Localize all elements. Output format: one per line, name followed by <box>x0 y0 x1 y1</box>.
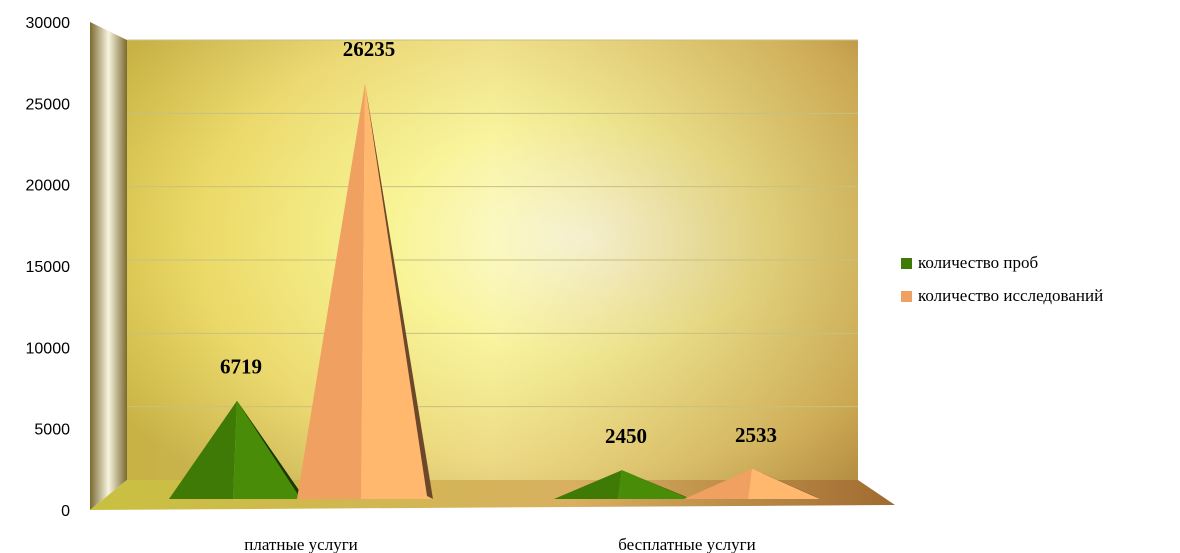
pyramid-left-face <box>169 400 237 499</box>
legend-swatch <box>901 291 912 302</box>
x-tick-label: бесплатные услуги <box>618 535 755 553</box>
pyramid-left-face <box>554 470 622 499</box>
pyramid-shadow-face <box>365 83 433 499</box>
y-tick-label: 10000 <box>26 340 71 357</box>
legend-swatch <box>901 258 912 269</box>
pyramid-right-face <box>618 470 690 499</box>
value-label: 2533 <box>735 423 777 447</box>
y-tick-label: 0 <box>61 503 70 520</box>
value-label: 26235 <box>343 37 396 61</box>
pyramid <box>684 468 820 499</box>
x-tick-label: платные услуги <box>244 535 358 553</box>
y-tick-label: 5000 <box>34 422 70 439</box>
y-tick-label: 20000 <box>26 178 71 195</box>
pyramid <box>554 470 690 499</box>
legend-label: количество исследований <box>918 286 1103 305</box>
pyramid-left-face <box>297 83 365 499</box>
value-label: 6719 <box>220 355 262 379</box>
value-label: 2450 <box>605 424 647 448</box>
pyramid-shadow-face <box>237 400 305 499</box>
pyramid-shadow-face <box>622 470 690 499</box>
pyramid-left-face <box>684 468 752 499</box>
y-tick-label: 30000 <box>26 15 71 32</box>
y-tick-label: 25000 <box>26 96 71 113</box>
legend-label: количество проб <box>918 253 1038 272</box>
pyramid-right-face <box>748 468 820 499</box>
y-tick-label: 15000 <box>26 259 71 276</box>
pyramid <box>169 400 305 499</box>
side-wall <box>90 22 127 510</box>
pyramid <box>297 83 433 499</box>
pyramid-shadow-face <box>752 468 820 499</box>
